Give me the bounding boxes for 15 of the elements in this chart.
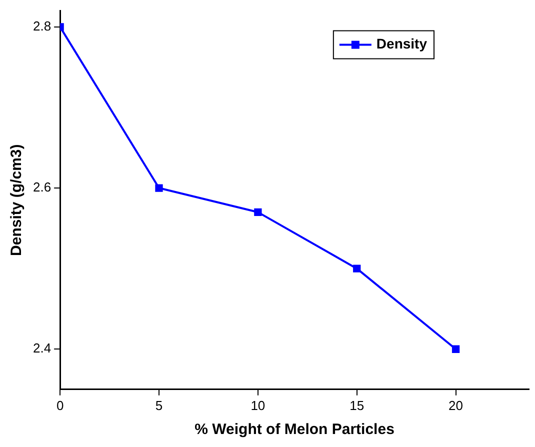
y-tick-label: 2.6 xyxy=(32,180,52,195)
y-axis-title: Density (g/cm3) xyxy=(8,144,26,256)
y-tick-label: 2.8 xyxy=(32,18,52,34)
x-tick-label: 10 xyxy=(250,398,266,413)
x-tick-label: 5 xyxy=(155,398,163,413)
x-tick-label: 15 xyxy=(350,398,364,413)
x-axis-title: % Weight of Melon Particles xyxy=(194,421,394,438)
x-tick-label: 20 xyxy=(448,398,464,413)
point xyxy=(254,208,262,216)
point xyxy=(155,184,163,192)
y-tick-label: 2.4 xyxy=(32,340,52,356)
x-tick-label: 0 xyxy=(56,398,64,413)
point xyxy=(452,345,460,353)
legend-label: Density xyxy=(376,36,428,52)
point xyxy=(353,264,361,272)
